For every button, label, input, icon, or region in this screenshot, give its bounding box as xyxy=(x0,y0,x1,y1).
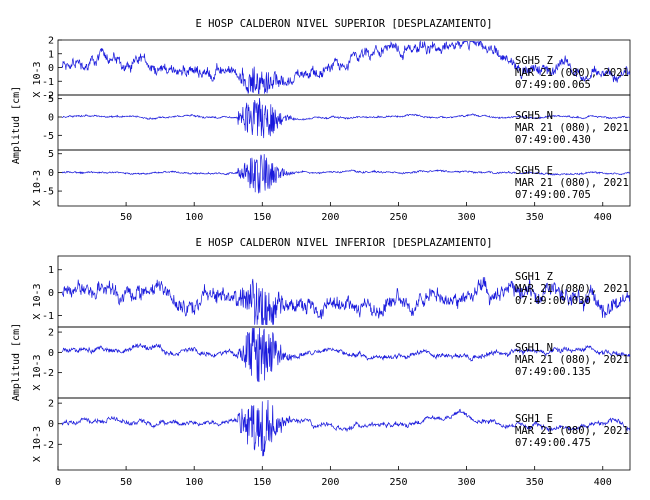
waveform-trace xyxy=(62,97,631,139)
scale-label: X 10-3 xyxy=(32,170,43,206)
channel-name: SGH5 E xyxy=(515,165,553,177)
channel-time: 07:49:00.705 xyxy=(515,189,591,201)
y-tick-label: 2 xyxy=(48,328,54,339)
channel-date: MAR 21 (080), 2021 xyxy=(515,177,629,189)
y-tick-label: -2 xyxy=(42,440,54,451)
channel-time: 07:49:00.475 xyxy=(515,437,591,449)
x-tick-label: 250 xyxy=(389,477,407,488)
x-tick-label: 100 xyxy=(185,212,203,223)
scale-label: X 10-3 xyxy=(32,426,43,462)
waveform-trace xyxy=(61,399,631,457)
x-tick-label: 400 xyxy=(594,477,612,488)
channel-date: MAR 21 (080), 2021 xyxy=(515,122,629,134)
waveform-trace xyxy=(61,154,630,194)
x-tick-label: 50 xyxy=(120,477,132,488)
channel-date: MAR 21 (080), 2021 xyxy=(515,283,629,295)
panel-frame xyxy=(57,397,631,471)
y-tick-label: 0 xyxy=(48,288,54,299)
x-tick-label: 100 xyxy=(185,477,203,488)
scale-label: X 10-3 xyxy=(32,283,43,319)
y-tick-label: -5 xyxy=(42,131,54,142)
y-tick-label: 5 xyxy=(48,94,54,105)
y-axis-label: Amplitud [cm] xyxy=(11,86,22,164)
y-tick-label: -1 xyxy=(42,77,54,88)
y-tick-label: 0 xyxy=(48,419,54,430)
channel-time: 07:49:00.135 xyxy=(515,366,591,378)
x-tick-label: 150 xyxy=(253,212,271,223)
y-tick-label: 0 xyxy=(48,113,54,124)
channel-name: SGH1 Z xyxy=(515,271,553,283)
y-tick-label: -2 xyxy=(42,368,54,379)
y-tick-label: 5 xyxy=(48,149,54,160)
panel-frame xyxy=(57,149,631,207)
waveform-trace xyxy=(61,327,631,383)
channel-date: MAR 21 (080), 2021 xyxy=(515,67,629,79)
y-tick-label: -5 xyxy=(42,187,54,198)
y-tick-label: -2 xyxy=(42,91,54,102)
x-tick-label: 400 xyxy=(594,212,612,223)
channel-time: 07:49:00.430 xyxy=(515,134,591,146)
y-tick-label: -1 xyxy=(42,311,54,322)
x-tick-label: 200 xyxy=(321,212,339,223)
channel-name: SGH5 Z xyxy=(515,55,553,67)
chart-title: E HOSP CALDERON NIVEL INFERIOR [DESPLAZA… xyxy=(195,237,492,249)
x-tick-label: 350 xyxy=(526,477,544,488)
x-tick-label: 250 xyxy=(389,212,407,223)
chart-2: E HOSP CALDERON NIVEL INFERIOR [DESPLAZA… xyxy=(11,237,631,488)
y-axis-label: Amplitud [cm] xyxy=(11,323,22,401)
x-tick-label: 300 xyxy=(458,477,476,488)
chart-title: E HOSP CALDERON NIVEL SUPERIOR [DESPLAZA… xyxy=(195,18,492,30)
channel-time: 07:49:00.065 xyxy=(515,79,591,91)
channel-name: SGH1 N xyxy=(515,342,553,354)
waveform-trace xyxy=(61,277,631,326)
y-tick-label: 0 xyxy=(48,63,54,74)
channel-name: SGH1 E xyxy=(515,413,553,425)
y-tick-label: 0 xyxy=(48,168,54,179)
y-tick-label: 1 xyxy=(48,265,54,276)
x-tick-label: 200 xyxy=(321,477,339,488)
x-tick-label: 300 xyxy=(458,212,476,223)
x-tick-label: 150 xyxy=(253,477,271,488)
y-tick-label: 1 xyxy=(48,49,54,60)
channel-time: 07:49:00.030 xyxy=(515,295,591,307)
x-tick-label: 350 xyxy=(526,212,544,223)
scale-label: X 10-3 xyxy=(32,354,43,390)
channel-name: SGH5 N xyxy=(515,110,553,122)
y-tick-label: 0 xyxy=(48,348,54,359)
channel-date: MAR 21 (080), 2021 xyxy=(515,425,629,437)
x-tick-label: 0 xyxy=(55,477,61,488)
chart-1: E HOSP CALDERON NIVEL SUPERIOR [DESPLAZA… xyxy=(11,18,631,223)
waveform-trace xyxy=(61,40,631,94)
y-tick-label: 2 xyxy=(48,36,54,47)
scale-label: X 10-3 xyxy=(32,61,43,97)
y-tick-label: 2 xyxy=(48,399,54,410)
x-tick-label: 50 xyxy=(120,212,132,223)
channel-date: MAR 21 (080), 2021 xyxy=(515,354,629,366)
